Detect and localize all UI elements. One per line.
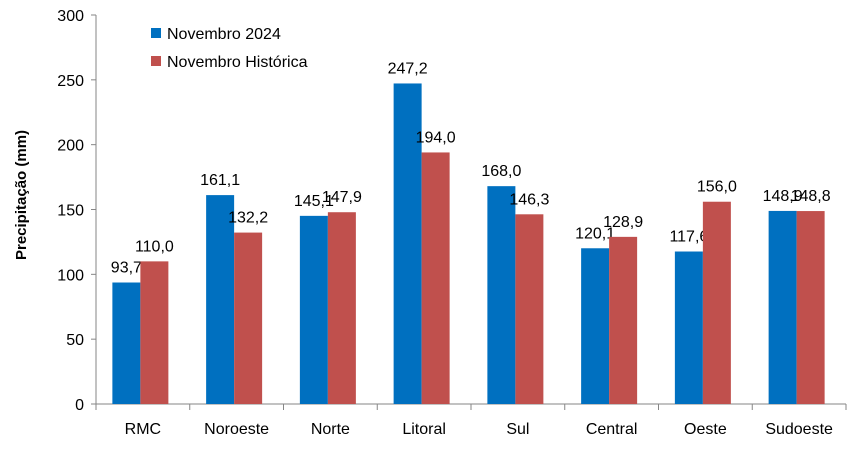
y-tick-label: 100 bbox=[57, 267, 84, 284]
bar-novembro-2024 bbox=[393, 83, 422, 405]
legend-label: Novembro 2024 bbox=[167, 26, 281, 43]
data-label: 128,9 bbox=[603, 214, 643, 231]
x-category-label: Central bbox=[586, 421, 638, 438]
bar-novembro-2024 bbox=[112, 282, 141, 404]
x-category-label: Litoral bbox=[402, 421, 446, 438]
legend-label: Novembro Histórica bbox=[167, 54, 308, 71]
data-label: 93,7 bbox=[111, 260, 142, 277]
bar-novembro-historica bbox=[609, 236, 638, 404]
bar-novembro-historica bbox=[796, 211, 825, 404]
data-label: 110,0 bbox=[135, 238, 174, 255]
data-label: 146,3 bbox=[509, 191, 549, 208]
y-tick-label: 250 bbox=[57, 73, 84, 90]
x-category-label: RMC bbox=[125, 421, 161, 438]
data-label: 147,9 bbox=[322, 189, 362, 206]
x-category-label: Noroeste bbox=[204, 421, 269, 438]
x-category-label: Norte bbox=[311, 421, 350, 438]
data-label: 168,0 bbox=[481, 163, 521, 180]
x-category-label: Oeste bbox=[684, 421, 727, 438]
data-label: 194,0 bbox=[416, 129, 456, 146]
bar-novembro-historica bbox=[702, 201, 731, 404]
data-label: 161,1 bbox=[200, 172, 240, 189]
data-label: 148,8 bbox=[791, 188, 831, 205]
y-tick-label: 150 bbox=[57, 203, 84, 220]
data-label: 132,2 bbox=[228, 210, 268, 227]
bar-novembro-2024 bbox=[206, 195, 235, 404]
x-category-label: Sudoeste bbox=[765, 421, 833, 438]
legend: Novembro 2024 Novembro Histórica bbox=[151, 26, 308, 71]
data-label: 156,0 bbox=[697, 179, 737, 196]
bar-novembro-2024 bbox=[674, 251, 703, 404]
data-label: 247,2 bbox=[388, 60, 428, 77]
bar-novembro-2024 bbox=[581, 248, 610, 404]
y-tick-label: 50 bbox=[66, 332, 84, 349]
bar-novembro-historica bbox=[327, 212, 356, 404]
bar-novembro-historica bbox=[515, 214, 544, 404]
data-label: 145,1 bbox=[294, 193, 334, 210]
axes: 0 50 100 150 200 250 300 RMC Noroeste Norte Litora… bbox=[57, 8, 847, 438]
y-tick-label: 200 bbox=[57, 138, 84, 155]
y-tick-label: 0 bbox=[75, 397, 84, 414]
legend-swatch bbox=[151, 56, 161, 66]
bar-novembro-2024 bbox=[768, 210, 797, 404]
data-label: 148,9 bbox=[763, 188, 803, 205]
bar-novembro-2024 bbox=[487, 186, 516, 404]
x-category-label: Sul bbox=[506, 421, 529, 438]
bar-novembro-2024 bbox=[299, 215, 328, 404]
data-label: 117,6 bbox=[669, 229, 708, 246]
y-axis-title: Precipitação (mm) bbox=[13, 130, 30, 260]
data-label: 120,1 bbox=[575, 225, 615, 242]
bar-novembro-historica bbox=[234, 232, 263, 404]
bar-novembro-historica bbox=[421, 152, 450, 404]
bar-novembro-historica bbox=[140, 261, 169, 404]
y-tick-label: 300 bbox=[57, 8, 84, 25]
legend-swatch bbox=[151, 28, 161, 38]
